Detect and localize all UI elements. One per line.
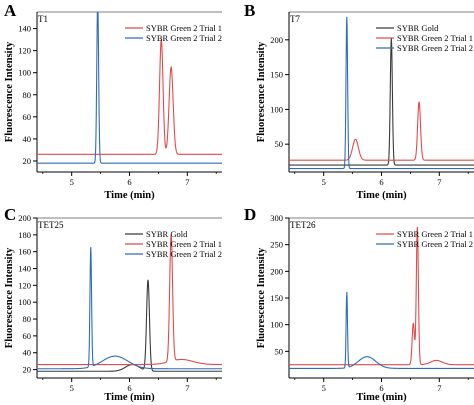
y-tick-label: 150 [270, 70, 283, 80]
y-tick-label: 120 [18, 280, 31, 290]
panel-letter: B [244, 1, 255, 20]
panel-letter: A [4, 1, 17, 20]
panel-sample-name: TET26 [290, 220, 316, 230]
legend-label: SYBR Gold [397, 23, 439, 33]
legend-label: SYBR Gold [146, 229, 188, 239]
series-line-1 [289, 226, 474, 366]
legend-label: SYBR Green 2 Trial 1 [146, 23, 222, 33]
x-tick-label: 6 [127, 383, 131, 393]
y-tick-label: 300 [270, 213, 283, 223]
x-tick-label: 6 [127, 177, 131, 187]
x-axis-title: Time (min) [356, 392, 407, 403]
chart-panel-d: D TET26 5 6 7 50 100 150 200 250 300 Time (min) Fluo… [244, 205, 474, 403]
y-tick-label: 80 [23, 90, 32, 100]
chart-panel-b: B T7 5 6 7 50 100 150 200 Time (min) Fluorescence … [244, 1, 474, 201]
panel-sample-name: TET25 [38, 220, 64, 230]
panel-letter: D [244, 205, 256, 224]
legend-label: SYBR Green 2 Trial 2 [146, 249, 222, 259]
y-tick-label: 80 [23, 314, 32, 324]
y-tick-label: 60 [23, 112, 32, 122]
series-line-1 [37, 39, 222, 155]
series-line-3 [37, 247, 222, 370]
legend-label: SYBR Green 2 Trial 1 [397, 229, 473, 239]
y-tick-label: 50 [275, 346, 284, 356]
y-tick-label: 100 [270, 104, 283, 114]
y-tick-label: 180 [18, 230, 31, 240]
y-tick-label: 60 [23, 331, 32, 341]
x-tick-label: 5 [322, 383, 326, 393]
y-tick-label: 100 [270, 320, 283, 330]
y-tick-label: 40 [23, 348, 32, 358]
y-tick-label: 120 [18, 46, 31, 56]
y-axis-title: Fluorescence Intensity [256, 247, 267, 348]
panel-sample-name: T7 [290, 14, 300, 24]
legend-label: SYBR Green 2 Trial 1 [397, 33, 473, 43]
y-tick-label: 140 [18, 24, 31, 34]
x-tick-label: 5 [322, 177, 326, 187]
panel-sample-name: T1 [38, 14, 48, 24]
chart-panel-a: A T1 5 6 7 20 40 60 80 100 120 140 Time (min) Fluores… [4, 1, 222, 201]
y-tick-label: 20 [23, 156, 32, 166]
legend-label: SYBR Green 2 Trial 2 [397, 239, 473, 249]
series-line-2 [289, 101, 474, 161]
x-tick-label: 7 [437, 383, 441, 393]
x-tick-label: 5 [70, 177, 74, 187]
legend-label: SYBR Green 2 Trial 1 [146, 239, 222, 249]
y-tick-label: 200 [18, 213, 31, 223]
y-tick-label: 160 [18, 247, 31, 257]
x-tick-label: 7 [185, 383, 189, 393]
series-line-1 [37, 279, 222, 372]
legend-label: SYBR Green 2 Trial 2 [146, 33, 222, 43]
x-tick-label: 7 [437, 177, 441, 187]
y-axis-title: Fluorescence Intensity [4, 247, 15, 348]
x-tick-label: 7 [185, 177, 189, 187]
x-axis-title: Time (min) [356, 190, 407, 201]
x-tick-label: 6 [379, 383, 383, 393]
y-tick-label: 200 [270, 266, 283, 276]
y-tick-label: 100 [18, 68, 31, 78]
y-tick-label: 250 [270, 240, 283, 250]
series-line-1 [289, 38, 474, 166]
y-tick-label: 20 [23, 365, 32, 375]
y-axis-title: Fluorescence Intensity [4, 41, 15, 142]
panel-letter: C [4, 205, 16, 224]
y-axis-title: Fluorescence Intensity [256, 41, 267, 142]
y-tick-label: 40 [23, 134, 32, 144]
y-tick-label: 100 [18, 297, 31, 307]
series-line-3 [289, 16, 474, 170]
y-tick-label: 50 [275, 139, 284, 149]
x-axis-title: Time (min) [104, 392, 155, 403]
x-tick-label: 6 [379, 177, 383, 187]
series-line-2 [289, 291, 474, 369]
y-tick-label: 200 [270, 35, 283, 45]
x-tick-label: 5 [70, 383, 74, 393]
y-tick-label: 150 [270, 293, 283, 303]
y-tick-label: 140 [18, 264, 31, 274]
series-line-2 [37, 234, 222, 366]
legend-label: SYBR Green 2 Trial 2 [397, 43, 473, 53]
series-line-2 [37, 12, 222, 164]
x-axis-title: Time (min) [104, 190, 155, 201]
chart-panel-c: C TET25 5 6 7 20 40 60 80 100 120 140 160 180 200 Time … [4, 205, 222, 403]
